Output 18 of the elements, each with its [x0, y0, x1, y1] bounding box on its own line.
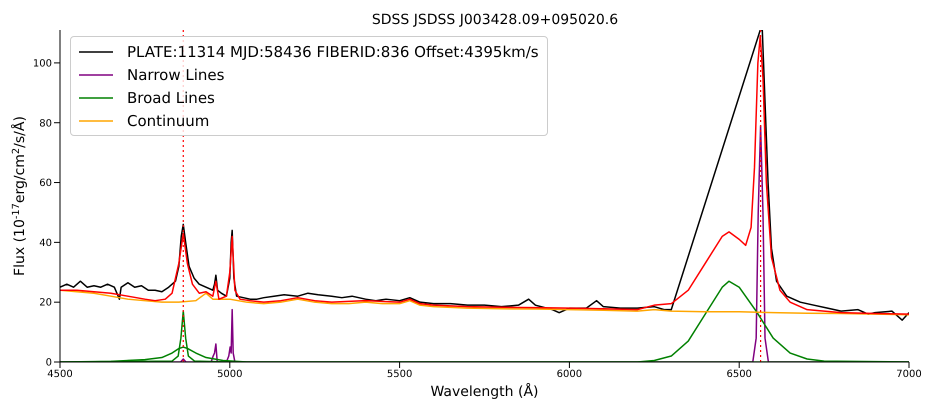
x-tick-label: 7000 [896, 369, 922, 380]
y-tick-label: 40 [39, 238, 52, 249]
x-tick-label: 6000 [556, 369, 582, 380]
y-tick-label: 20 [39, 298, 52, 309]
y-tick-label: 100 [32, 58, 52, 70]
legend-label: Narrow Lines [127, 66, 224, 84]
legend-label: Broad Lines [127, 88, 215, 106]
x-tick-label: 6500 [726, 369, 752, 380]
chart-title: SDSS JSDSS J003428.09+095020.6 [372, 12, 618, 28]
legend-label: PLATE:11314 MJD:58436 FIBERID:836 Offset:4395km/s [127, 42, 539, 60]
x-tick-label: 4500 [47, 369, 73, 380]
x-tick-label: 5000 [217, 369, 243, 380]
y-tick-label: 80 [39, 118, 52, 130]
y-tick-label: 60 [39, 178, 52, 190]
x-tick-label: 5500 [386, 369, 412, 380]
legend-label: Continuum [127, 112, 210, 130]
y-tick-label: 0 [46, 358, 52, 369]
x-axis-title: Wavelength (Å) [430, 383, 539, 400]
